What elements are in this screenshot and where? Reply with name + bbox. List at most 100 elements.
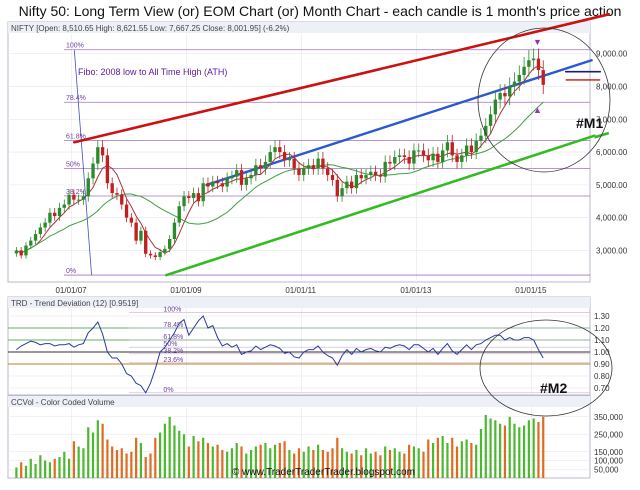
volume-bar [532,418,535,478]
candle-body [81,196,86,200]
volume-bar [403,453,406,478]
x-tick-label: 01/01/11 [285,286,316,295]
candle-body [302,168,306,176]
watermark: © www.TraderTraderTrader.blogspot.com [232,467,415,478]
volume-bar [317,444,320,478]
volume-bar [499,423,502,478]
candle-body [230,176,234,179]
down-arrow-icon: ▼ [533,37,542,47]
candle-body [129,217,134,223]
candle-body [484,125,488,136]
candle-body [306,165,311,169]
candle-body [244,178,248,185]
candle-body [431,153,435,161]
volume-bar [297,448,301,478]
volume-bar [278,443,281,478]
volume-bar [374,451,377,478]
volume-bar [240,446,243,478]
candle-body [100,147,105,156]
volume-bar [422,451,425,478]
volume-header-strip [8,396,590,407]
candle-body [297,168,301,176]
candle-body [158,252,162,258]
volume-bar [211,446,214,478]
volume-bar [154,437,157,478]
candle-body [464,145,469,156]
trd-ytick-label: 0.80 [594,372,610,381]
candle-body [76,199,81,201]
price-ytick-label: 8,000.00 [596,82,628,91]
candle-body [541,70,545,85]
volume-bar [111,446,114,478]
volume-bar [158,432,162,478]
volume-bar [101,423,104,478]
volume-bar [326,451,329,478]
volume-bar [537,422,540,478]
candle-body [29,240,33,246]
volume-bar [72,441,75,478]
volume-bar [494,420,497,478]
volume-bar [163,423,166,478]
volume-bar [542,416,545,478]
candle-body [57,207,62,217]
candle-body [196,193,201,202]
candle-body [498,93,502,100]
volume-bar [283,441,286,478]
m1-marker: #M1 [576,115,603,131]
candle-body [235,170,239,177]
volume-bar [106,439,109,478]
trd-fib-label: 78.4% [163,322,183,329]
candle-body [134,222,138,241]
fib-level-label: 78.4% [66,95,86,102]
volume-bar [455,446,459,478]
chart-title: Nifty 50: Long Term View (or) EOM Chart … [18,3,622,19]
m1-circle [477,27,611,173]
candle-body [53,212,57,217]
candle-body [345,181,349,189]
candle-body [115,193,119,195]
candle-body [378,175,383,177]
candle-body [383,161,387,177]
candle-body [455,155,459,162]
candle-body [335,179,339,197]
fib-level-label: 38.2% [66,189,86,196]
candle-body [311,165,316,169]
candle-body [148,253,153,256]
volume-bar [192,436,195,478]
volume-bar [470,443,473,478]
volume-bar [182,434,186,478]
volume-bar [503,425,507,478]
price-ytick-label: 9,000.00 [596,50,628,59]
volume-bar [364,448,368,478]
candle-body [258,165,263,169]
volume-bar [336,437,339,478]
volume-bar [20,462,23,478]
candle-body [417,150,421,152]
trd-ytick-label: 1.20 [594,324,610,333]
candle-body [225,178,229,187]
candle-body [187,196,191,198]
trd-fib-label: 38.2% [163,348,183,355]
candle-body [167,239,172,249]
volume-bar [393,448,396,478]
candle-body [450,142,454,156]
trd-ytick-label: 1.30 [594,312,610,321]
trd-series-line [16,315,544,394]
volume-bar [139,443,143,478]
volume-bar [259,444,262,478]
volume-bar [216,444,219,478]
volume-bar [508,416,511,478]
volume-bar [24,465,28,478]
volume-bar [441,436,444,478]
candle-body [33,234,38,241]
candle-body [536,58,541,71]
candle-body [349,181,354,189]
volume-bar [384,446,387,478]
candle-body [43,222,47,228]
candle-body [469,145,474,153]
volume-bar [39,455,42,478]
vol-ytick-label: 100,000 [594,457,623,466]
candle-body [393,157,397,164]
volume-bar [460,441,463,478]
